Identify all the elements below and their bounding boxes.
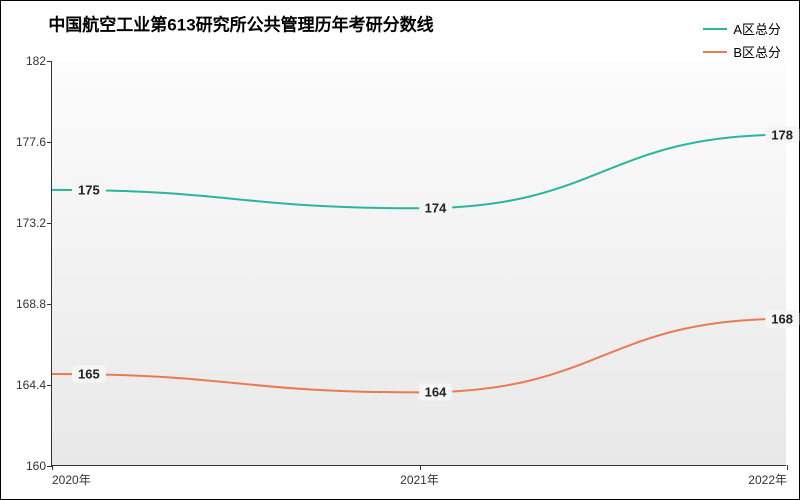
y-tick (47, 304, 52, 305)
legend-label-b: B区总分 (733, 42, 781, 61)
y-axis-label: 182 (26, 54, 46, 68)
chart-lines-svg (52, 61, 787, 466)
series-line-0 (52, 135, 787, 209)
x-axis-label: 2020年 (52, 471, 91, 488)
x-tick (420, 465, 421, 470)
value-label: 178 (765, 126, 799, 143)
legend-item-b: B区总分 (703, 42, 781, 61)
legend-label-a: A区总分 (733, 19, 781, 38)
y-tick (47, 223, 52, 224)
legend-swatch-a (703, 28, 727, 30)
legend-item-a: A区总分 (703, 19, 781, 38)
x-tick (52, 465, 53, 470)
value-label: 174 (419, 200, 453, 217)
series-line-1 (52, 319, 787, 393)
x-axis-label: 2021年 (400, 471, 439, 488)
y-axis-label: 177.6 (16, 135, 46, 149)
legend-swatch-b (703, 51, 727, 53)
y-tick (47, 385, 52, 386)
y-tick (47, 61, 52, 62)
legend: A区总分 B区总分 (703, 19, 781, 65)
y-axis-label: 160 (26, 459, 46, 473)
value-label: 165 (72, 365, 106, 382)
y-tick (47, 142, 52, 143)
x-axis-label: 2022年 (748, 471, 787, 488)
y-axis-label: 173.2 (16, 216, 46, 230)
value-label: 168 (765, 310, 799, 327)
chart-container: 中国航空工业第613研究所公共管理历年考研分数线 A区总分 B区总分 16016… (0, 0, 800, 500)
x-tick (787, 465, 788, 470)
chart-title: 中国航空工业第613研究所公共管理历年考研分数线 (48, 11, 433, 36)
value-label: 175 (72, 181, 106, 198)
y-axis-label: 168.8 (16, 297, 46, 311)
value-label: 164 (419, 384, 453, 401)
y-axis-label: 164.4 (16, 378, 46, 392)
plot-area: 160164.4168.8173.2177.61822020年2021年2022… (51, 61, 786, 466)
